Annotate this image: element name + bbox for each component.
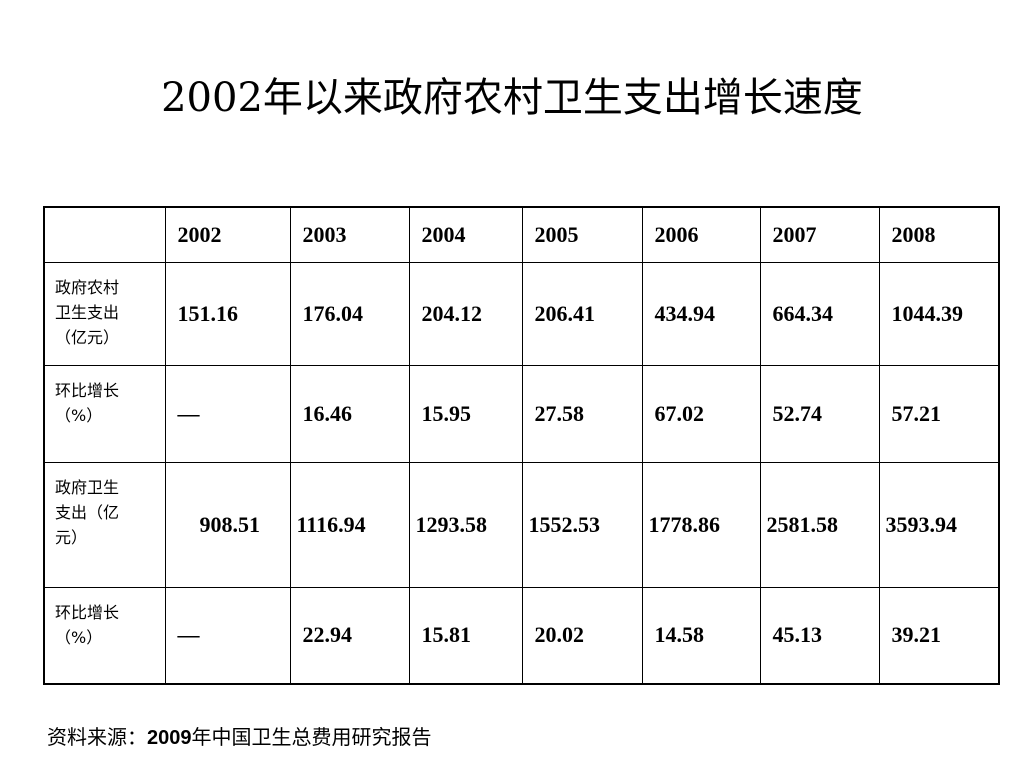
value-cell: 1778.86 [641,461,761,588]
value-cell: — [164,364,291,463]
value-cell: 1552.53 [521,461,643,588]
value-cell: 204.12 [408,261,523,366]
row-label: 政府卫生 支出（亿 元） [43,461,166,588]
row-label-line: （%） [55,627,103,647]
row-label-line: 政府农村 [55,277,120,297]
value-cell: 16.46 [289,364,410,463]
year-header: 2002 [164,206,291,263]
value-cell: — [164,586,291,685]
value-cell: 14.58 [641,586,761,685]
table-row: 环比增长 （%） — 22.94 15.81 20.02 14.58 45.13… [43,586,1000,685]
value-cell: 1044.39 [878,261,1000,366]
value-cell: 22.94 [289,586,410,685]
source-suffix: 年中国卫生总费用研究报告 [191,725,432,749]
value-cell: 1293.58 [408,461,523,588]
year-header: 2007 [759,206,880,263]
corner-cell [43,206,166,263]
source-year: 2009 [147,727,192,749]
value-cell: 206.41 [521,261,643,366]
table-row: 环比增长 （%） — 16.46 15.95 27.58 67.02 52.74… [43,364,1000,463]
data-table: 2002 2003 2004 2005 2006 2007 2008 政府农村 … [43,206,1000,685]
year-header: 2006 [641,206,761,263]
year-header: 2004 [408,206,523,263]
value-cell: 67.02 [641,364,761,463]
value-cell: 151.16 [164,261,291,366]
row-label-line: （亿元） [55,327,120,347]
source-prefix: 资料来源： [47,725,147,749]
value-cell: 15.81 [408,586,523,685]
row-label-line: 政府卫生 [55,477,120,497]
source-note: 资料来源：2009年中国卫生总费用研究报告 [47,722,432,753]
row-label: 环比增长 （%） [43,364,166,463]
row-label-line: 元） [55,527,88,547]
table-row: 政府卫生 支出（亿 元） 908.51 1116.94 1293.58 1552… [43,461,1000,588]
year-header: 2005 [521,206,643,263]
value-cell: 664.34 [759,261,880,366]
slide-title: 2002年以来政府农村卫生支出增长速度 [161,75,863,121]
header-row: 2002 2003 2004 2005 2006 2007 2008 [43,206,1000,263]
row-label-line: 卫生支出 [55,302,120,322]
value-cell: 176.04 [289,261,410,366]
year-header: 2008 [878,206,1000,263]
value-cell: 908.51 [164,461,291,588]
value-cell: 57.21 [878,364,1000,463]
table-row: 政府农村 卫生支出 （亿元） 151.16 176.04 204.12 206.… [43,261,1000,366]
value-cell: 1116.94 [289,461,410,588]
year-header: 2003 [289,206,410,263]
value-cell: 434.94 [641,261,761,366]
value-cell: 52.74 [759,364,880,463]
value-cell: 45.13 [759,586,880,685]
value-cell: 15.95 [408,364,523,463]
row-label-line: （%） [55,405,103,425]
value-cell: 39.21 [878,586,1000,685]
value-cell: 27.58 [521,364,643,463]
value-cell: 2581.58 [759,461,880,588]
value-cell: 20.02 [521,586,643,685]
row-label-line: 环比增长 [55,602,120,622]
row-label: 环比增长 （%） [43,586,166,685]
row-label-line: 环比增长 [55,380,120,400]
value-cell: 3593.94 [878,461,1000,588]
row-label-line: 支出（亿 [55,502,120,522]
row-label: 政府农村 卫生支出 （亿元） [43,261,166,366]
